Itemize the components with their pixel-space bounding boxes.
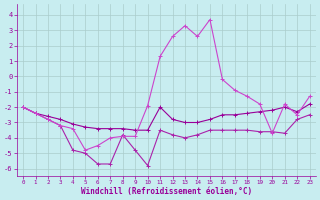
X-axis label: Windchill (Refroidissement éolien,°C): Windchill (Refroidissement éolien,°C) xyxy=(81,187,252,196)
